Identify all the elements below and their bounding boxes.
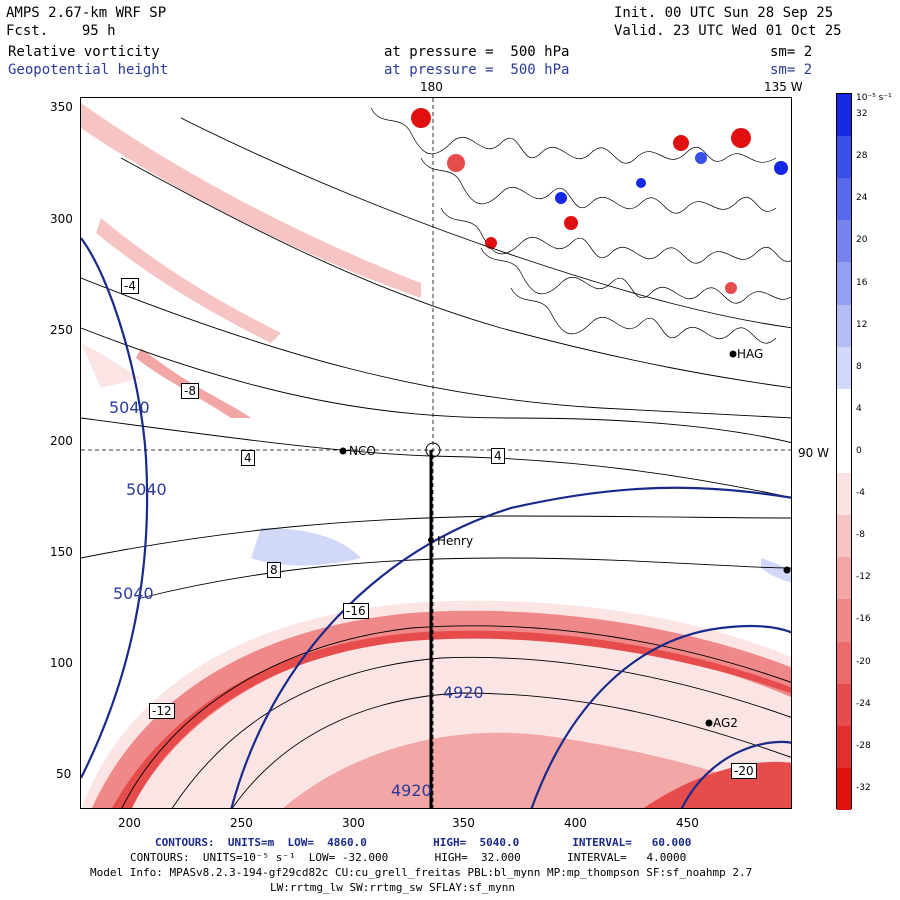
colorbar-swatch — [837, 346, 851, 390]
reference-lines — [81, 98, 791, 808]
field1-name: Relative vorticity — [8, 44, 160, 60]
colorbar-tick-label: -12 — [856, 572, 871, 583]
colorbar-tick-label: 4 — [856, 403, 862, 414]
negative-vorticity-shading — [81, 103, 791, 808]
station-nco[interactable]: NCO — [349, 444, 376, 458]
y-tick-250: 250 — [50, 323, 73, 337]
meridian-label-180: 180 — [420, 80, 443, 94]
colorbar-swatch — [837, 725, 851, 769]
height-label-4920-b: 4920 — [391, 781, 432, 800]
y-tick-50: 50 — [56, 767, 72, 781]
colorbar-tick-label: 8 — [856, 361, 862, 372]
y-tick-300: 300 — [50, 212, 73, 226]
vort-label-4: 4 — [241, 450, 255, 466]
colorbar-swatch — [837, 430, 851, 474]
convective-noise-region — [370, 107, 791, 344]
footer-vort-contours: CONTOURS: UNITS=10⁻⁵ s⁻¹ LOW= -32.000 HI… — [130, 851, 687, 864]
colorbar-swatch — [837, 641, 851, 685]
colorbar-tick-label: 28 — [856, 151, 868, 162]
colorbar-swatch — [837, 683, 851, 727]
height-contours — [81, 237, 791, 808]
footer-height-contours: CONTOURS: UNITS=m LOW= 4860.0 HIGH= 5040… — [155, 836, 692, 849]
x-tick-300: 300 — [342, 816, 365, 830]
station-ha[interactable]: HAG — [737, 347, 764, 361]
colorbar-swatch — [837, 304, 851, 348]
height-label-4920-a: 4920 — [443, 683, 484, 702]
x-tick-200: 200 — [118, 816, 141, 830]
height-label-5040-b: 5040 — [126, 480, 167, 499]
footer-model-info: Model Info: MPASv8.2.3-194-gf29cd82c CU:… — [90, 866, 753, 879]
colorbar-tick-label: 24 — [856, 193, 868, 204]
station-henry[interactable]: Henry — [437, 534, 474, 548]
colorbar-tick-label: -32 — [856, 782, 871, 793]
positive-vorticity-shading — [251, 528, 791, 583]
station-markers — [339, 350, 791, 727]
colorbar-swatch — [837, 388, 851, 432]
x-tick-450: 450 — [676, 816, 699, 830]
colorbar-swatch — [837, 473, 851, 516]
colorbar-tick-label: 16 — [856, 277, 868, 288]
colorbar-units: 10⁻⁵ s⁻¹ — [856, 93, 892, 103]
map-canvas — [81, 98, 791, 808]
y-tick-150: 150 — [50, 545, 73, 559]
vort-label-4b: 4 — [491, 448, 505, 464]
init-time: Init. 00 UTC Sun 28 Sep 25 — [614, 5, 834, 21]
colorbar-tick-label: 32 — [856, 109, 868, 120]
meridian-label-135w: 135 W — [764, 80, 803, 94]
footer-model-info-2: LW:rrtmg_lw SW:rrtmg_sw SFLAY:sf_mynn — [270, 881, 516, 894]
colorbar-swatch — [837, 515, 851, 558]
vort-label-neg4: -4 — [121, 278, 139, 294]
map-plot[interactable]: NCO Henry HAG AG2 5040 5040 5040 4920 49… — [80, 97, 792, 809]
colorbar-tick-label: 12 — [856, 319, 868, 330]
field2-smoothing: sm= 2 — [770, 62, 813, 78]
vort-label-8: 8 — [267, 562, 281, 578]
colorbar-swatch — [837, 557, 851, 600]
y-tick-100: 100 — [50, 656, 73, 670]
colorbar-tick-label: -16 — [856, 614, 871, 625]
height-label-5040-c: 5040 — [113, 584, 154, 603]
meridian-label-90w: 90 W — [798, 446, 829, 460]
y-tick-350: 350 — [50, 100, 73, 114]
x-tick-250: 250 — [230, 816, 253, 830]
height-label-5040-a: 5040 — [109, 398, 150, 417]
model-title: AMPS 2.67-km WRF SP — [6, 5, 167, 21]
field1-level: at pressure = 500 hPa — [384, 44, 570, 60]
vort-label-neg16: -16 — [343, 603, 369, 619]
colorbar-tick-label: 0 — [856, 446, 862, 456]
colorbar-swatch — [837, 262, 851, 306]
field2-level: at pressure = 500 hPa — [384, 62, 570, 78]
vort-label-neg20: -20 — [731, 763, 757, 779]
colorbar-swatch — [837, 767, 851, 811]
colorbar — [836, 93, 852, 811]
colorbar-tick-label: -4 — [856, 488, 865, 499]
colorbar-swatch — [837, 220, 851, 263]
colorbar-tick-label: -28 — [856, 740, 871, 751]
x-tick-350: 350 — [452, 816, 475, 830]
forecast-hour: Fcst. 95 h — [6, 23, 116, 39]
convective-cells — [411, 108, 788, 294]
field1-smoothing: sm= 2 — [770, 44, 813, 60]
field2-name: Geopotential height — [8, 62, 169, 78]
x-tick-400: 400 — [564, 816, 587, 830]
colorbar-tick-label: -20 — [856, 656, 871, 667]
colorbar-tick-label: 20 — [856, 235, 868, 246]
valid-time: Valid. 23 UTC Wed 01 Oct 25 — [614, 23, 842, 39]
vort-label-neg12: -12 — [149, 703, 175, 719]
colorbar-swatch — [837, 599, 851, 643]
colorbar-swatch — [837, 136, 851, 179]
station-ag2[interactable]: AG2 — [713, 716, 738, 730]
colorbar-tick-label: -8 — [856, 530, 865, 541]
vort-label-neg8: -8 — [181, 383, 199, 399]
colorbar-swatch — [837, 178, 851, 221]
colorbar-tick-label: -24 — [856, 698, 871, 709]
colorbar-swatch — [837, 94, 851, 137]
y-tick-200: 200 — [50, 434, 73, 448]
